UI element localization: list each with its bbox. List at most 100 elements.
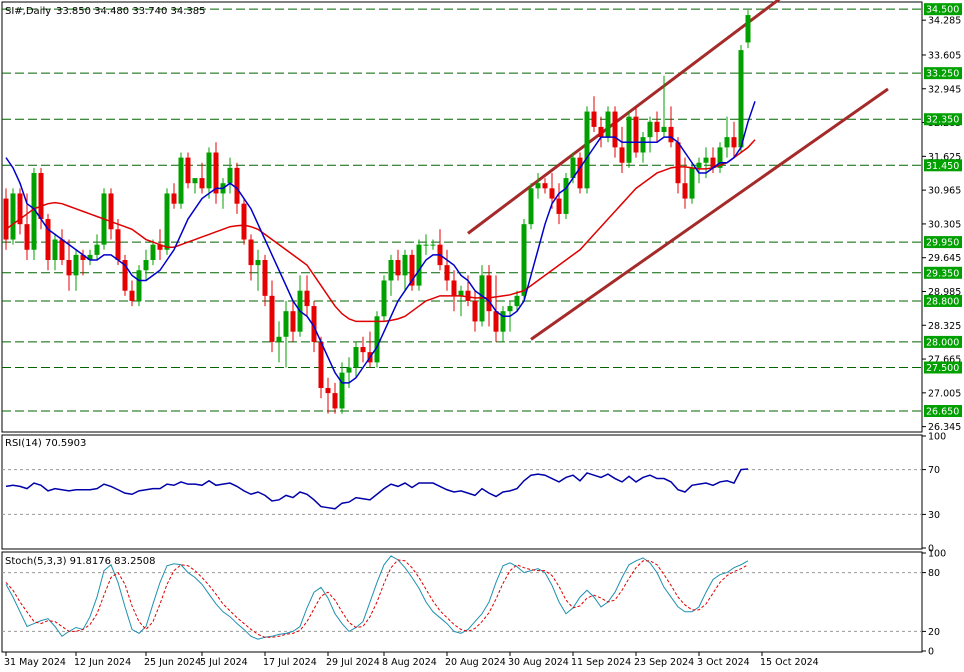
candle [199, 162, 205, 194]
time-label: 30 Aug 2024 [508, 657, 569, 668]
candle-body [430, 244, 436, 246]
candle [164, 188, 170, 255]
level-label: 31.450 [926, 161, 959, 172]
time-label: 17 Jul 2024 [263, 657, 317, 668]
candle-body [255, 260, 261, 266]
candle [276, 321, 282, 363]
candle-body [535, 183, 541, 189]
candle-body [577, 157, 583, 189]
candle-body [24, 224, 30, 250]
candle-body [395, 260, 401, 276]
candle-body [409, 254, 415, 286]
candle [500, 306, 506, 342]
candle [136, 265, 142, 307]
candle-body [465, 290, 471, 301]
candle [675, 137, 681, 194]
candle-body [654, 121, 660, 133]
level-labels: 34.500 33.250 32.350 31.450 29.950 29.350 28.8… [924, 3, 962, 418]
candle [248, 234, 254, 281]
candle [31, 167, 37, 260]
candle [633, 106, 639, 158]
candle-body [388, 260, 394, 281]
price-tick-label: 29.645 [928, 253, 961, 264]
candle [66, 239, 72, 291]
rsi-line [5, 468, 749, 510]
candle-body [108, 193, 114, 230]
level-label: 28.000 [926, 337, 959, 348]
candle-body [52, 239, 58, 260]
candle-body [234, 167, 240, 204]
candle [388, 254, 394, 296]
candle-body [59, 239, 65, 260]
candle [185, 152, 191, 189]
rsi-panel: 100 70 30 0 [2, 432, 946, 555]
price-tick-label: 27.665 [928, 355, 961, 366]
candle [486, 265, 492, 327]
level-label-box [924, 361, 962, 374]
candle-body [612, 111, 618, 148]
indicator-tick-label: 100 [928, 549, 946, 560]
candle-body [136, 270, 142, 301]
candle [122, 254, 128, 296]
candle [178, 152, 184, 209]
candle-body [164, 193, 170, 250]
candle [661, 75, 667, 138]
candle [612, 106, 618, 158]
level-label-box [924, 113, 962, 126]
level-label: 28.800 [926, 296, 959, 307]
candle-body [311, 306, 317, 342]
candle [129, 280, 135, 307]
candle-body [325, 387, 331, 394]
candle-body [731, 137, 737, 148]
price-tick-label: 28.325 [928, 321, 961, 332]
level-label-box [924, 67, 962, 80]
candle [654, 111, 660, 143]
candle-body [276, 336, 282, 342]
candle-body [500, 311, 506, 332]
candle-body [493, 311, 499, 332]
candle-body [115, 229, 121, 260]
candle [73, 249, 79, 291]
candle [696, 157, 702, 184]
candle-body [206, 152, 212, 189]
candle-body [549, 188, 555, 199]
indicator-tick-label: 100 [928, 432, 946, 443]
time-label: 31 May 2024 [4, 657, 66, 668]
stoch-signal-line [5, 559, 749, 638]
candle-body [87, 254, 93, 260]
level-label-box [924, 335, 962, 348]
candle [10, 188, 16, 245]
candle-body [262, 260, 268, 296]
candle-body [269, 295, 275, 342]
candle [430, 239, 436, 250]
candle-body [444, 265, 450, 281]
candle-body [157, 244, 163, 250]
candle-body [689, 167, 695, 199]
candle-body [185, 157, 191, 184]
price-tick-label: 26.345 [928, 422, 961, 433]
candle [668, 106, 674, 148]
candle [444, 249, 450, 291]
level-label-box [924, 266, 962, 279]
candle [304, 275, 310, 317]
level-label: 26.650 [926, 407, 959, 418]
candle-body [374, 316, 380, 363]
candle-body [332, 393, 338, 409]
candle-body [682, 183, 688, 199]
candle-body [339, 372, 345, 409]
candle-body [661, 126, 667, 133]
candle-body [94, 244, 100, 255]
candle-body [178, 157, 184, 204]
candle [689, 162, 695, 204]
candle [717, 142, 723, 173]
candle [192, 178, 198, 194]
channel-lines [467, 0, 889, 341]
level-label-box [924, 236, 962, 249]
time-label: 20 Aug 2024 [445, 657, 506, 668]
candle-body [717, 147, 723, 168]
candle [535, 172, 541, 199]
candle [542, 178, 548, 194]
candle-body [241, 203, 247, 240]
candle-body [213, 152, 219, 194]
